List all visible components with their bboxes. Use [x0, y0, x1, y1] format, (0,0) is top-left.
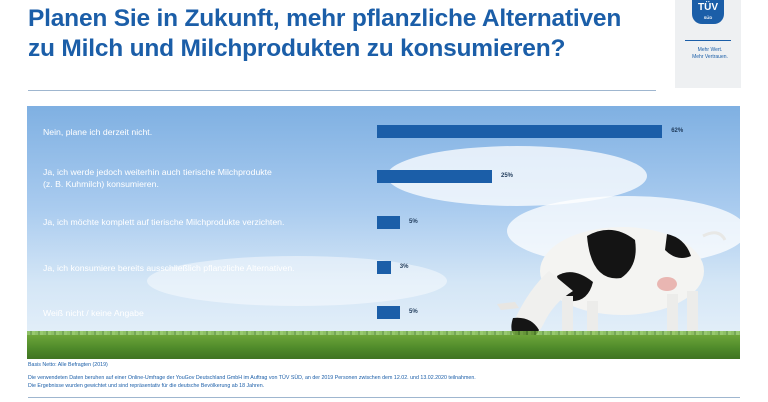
- category-label-line: Weiß nicht / keine Angabe: [43, 308, 144, 318]
- footnote-method: Die verwendeten Daten beruhen auf einer …: [28, 375, 476, 381]
- chart-panel: Nein, plane ich derzeit nicht. Ja, ich w…: [27, 106, 740, 359]
- tuv-mark-icon: TÜV SÜD: [692, 0, 724, 24]
- brand-logo: TÜV SÜD Mehr Wert. Mehr Vertrauen.: [675, 0, 741, 88]
- bar: [377, 216, 400, 229]
- category-label-line: (z. B. Kuhmilch) konsumieren.: [43, 179, 159, 189]
- cloud-shape: [147, 256, 447, 306]
- category-label: Ja, ich konsumiere bereits ausschließlic…: [43, 262, 373, 274]
- logo-mark-text: TÜV: [698, 2, 718, 13]
- footnote-weighting: Die Ergebnisse wurden gewichtet und sind…: [28, 383, 265, 389]
- title-line-2: zu Milch und Milchprodukten zu konsumier…: [28, 35, 566, 62]
- value-label: 62%: [671, 128, 684, 134]
- title-divider: [28, 90, 656, 91]
- bar: [377, 306, 400, 319]
- category-label-line: Nein, plane ich derzeit nicht.: [43, 127, 153, 137]
- page-title: Planen Sie in Zukunft, mehr pflanzliche …: [28, 4, 688, 64]
- bar: [377, 170, 492, 183]
- footnote-base: Basis Netto: Alle Befragten (2019): [28, 362, 108, 368]
- logo-mark-small-text: SÜD: [703, 15, 713, 20]
- logo-claim: Mehr Wert. Mehr Vertrauen.: [683, 47, 737, 60]
- bar: [377, 125, 663, 138]
- value-label: 25%: [501, 173, 514, 179]
- category-label: Weiß nicht / keine Angabe: [43, 307, 373, 319]
- value-label: 5%: [409, 219, 418, 225]
- footer-divider: [28, 397, 740, 398]
- category-label-line: Ja, ich möchte komplett auf tierische Mi…: [43, 217, 285, 227]
- grass-strip: [27, 335, 740, 359]
- category-label-line: Ja, ich werde jedoch weiterhin auch tier…: [43, 167, 272, 177]
- category-label: Ja, ich möchte komplett auf tierische Mi…: [43, 216, 373, 228]
- value-label: 3%: [399, 264, 409, 270]
- title-line-1: Planen Sie in Zukunft, mehr pflanzliche …: [28, 5, 622, 32]
- category-label: Ja, ich werde jedoch weiterhin auch tier…: [43, 166, 373, 190]
- logo-claim-line-2: Mehr Vertrauen.: [692, 53, 728, 60]
- logo-claim-line-1: Mehr Wert.: [697, 47, 723, 53]
- value-label: 5%: [409, 309, 418, 315]
- logo-divider: [685, 40, 731, 41]
- category-label: Nein, plane ich derzeit nicht.: [43, 126, 373, 138]
- cow-illustration: [497, 227, 727, 342]
- bar: [377, 261, 391, 274]
- category-label-line: Ja, ich konsumiere bereits ausschließlic…: [43, 263, 295, 273]
